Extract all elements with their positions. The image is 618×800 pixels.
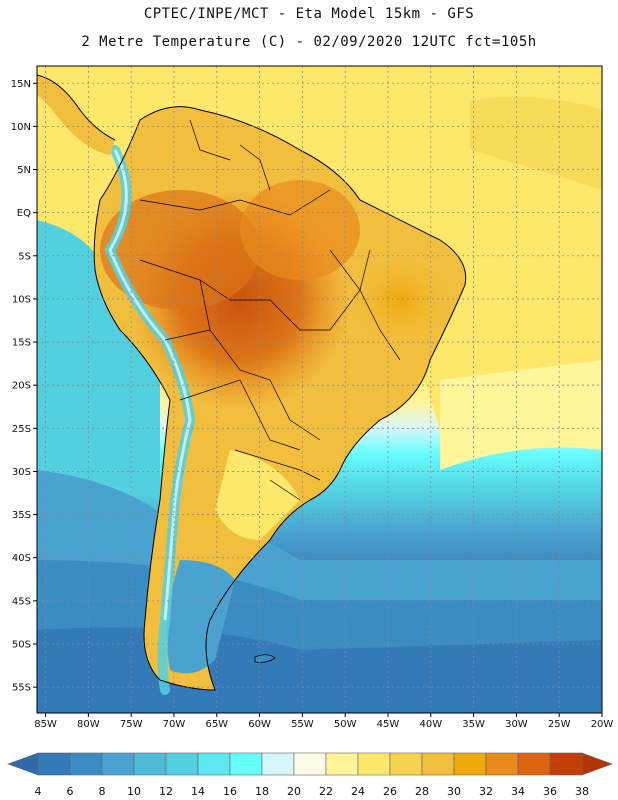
colorbar-label: 4 [35,785,42,798]
lat-label: 5N [17,165,31,176]
map-frame [36,65,603,714]
pacific-cool-band [37,220,160,500]
colorbar-arrow-high [581,752,613,776]
lon-label: 30W [505,719,528,730]
colorbar-label: 8 [99,785,106,798]
lat-label: 20S [12,381,31,392]
coastline [93,106,467,691]
lon-label: 80W [77,719,100,730]
east-amazon-hot-area [240,180,360,280]
pampas-mild-area [215,450,300,540]
lat-label: 15S [12,338,31,349]
colorbar-label: 10 [127,785,141,798]
lat-label: 40S [12,553,31,564]
colorbar-box [421,752,455,776]
colorbar-box [357,752,391,776]
lat-label: EQ [17,208,31,219]
colorbar-label: 16 [223,785,237,798]
atlantic-mild-band [440,360,602,470]
colorbar-box [293,752,327,776]
colorbar-box [101,752,135,776]
colorbar-box [69,752,103,776]
colorbar-box [485,752,519,776]
colorbar-label: 22 [319,785,333,798]
atlantic-warm-patch [470,96,602,190]
colorbar-box [197,752,231,776]
title-line-2: 2 Metre Temperature (C) - 02/09/2020 12U… [81,34,537,50]
map-field [37,66,602,713]
lon-label: 60W [248,719,271,730]
lon-label: 70W [163,719,186,730]
colorbar-box [389,752,423,776]
lat-label: 5S [18,251,31,262]
colorbar-label: 34 [511,785,525,798]
lat-label: 30S [12,467,31,478]
colorbar-label: 24 [351,785,365,798]
lon-label: 85W [34,719,57,730]
lon-label: 25W [548,719,571,730]
colorbar-label: 12 [159,785,173,798]
lon-label: 75W [120,719,143,730]
colorbar-label: 30 [447,785,461,798]
colorbar-label: 36 [543,785,557,798]
colorbar-box [229,752,263,776]
colorbar-label: 20 [287,785,301,798]
northeast-warm-area [340,250,460,350]
amazon-hot-area [100,190,260,310]
lat-label: 55S [12,683,31,694]
colorbar-label: 38 [575,785,589,798]
lat-label: 15N [11,79,31,90]
lat-label: 35S [12,510,31,521]
lon-label: 35W [462,719,485,730]
lon-label: 65W [205,719,228,730]
colorbar-label: 28 [415,785,429,798]
colorbar-box [37,752,71,776]
central-america-coast [37,74,116,141]
colorbar-box [133,752,167,776]
lat-label: 10S [12,294,31,305]
country-borders [139,119,401,501]
lat-label: 10N [11,122,31,133]
colorbar-box [325,752,359,776]
colorbar-arrow-low [7,752,39,776]
colorbar-box [453,752,487,776]
colorbar-label: 6 [67,785,74,798]
falkland-islands [254,654,276,663]
lon-label: 40W [419,719,442,730]
title-line-1: CPTEC/INPE/MCT - Eta Model 15km - GFS [143,6,475,22]
lat-label: 25S [12,424,31,435]
colorbar-box [549,752,583,776]
colorbar-box [517,752,551,776]
lon-label: 50W [334,719,357,730]
lat-label: 45S [12,596,31,607]
colorbar-label: 14 [191,785,205,798]
colorbar-label: 18 [255,785,269,798]
longitude-labels: 85W 80W 75W 70W 65W 60W 55W 50W 45W 40W 35W 30W 25W 2… [34,713,613,730]
lat-label: 50S [12,639,31,650]
lon-label: 45W [377,719,400,730]
patagonia-cool-area [166,560,235,674]
colorbar-box [261,752,295,776]
colorbar-label: 32 [479,785,493,798]
latitude-labels: 15N 10N 5N EQ 5S 10S 15S 20S 25S 30S 35S 40S 45S 50S 5… [11,79,37,694]
graticule-lines [37,66,603,713]
colorbar-label: 26 [383,785,397,798]
colorbar: 4 6 8 10 12 14 16 18 20 22 24 26 28 30 32 34 36 38 [7,752,613,798]
lon-label: 20W [591,719,614,730]
central-america-land [37,75,115,155]
lon-label: 55W [291,719,314,730]
colorbar-box [165,752,199,776]
